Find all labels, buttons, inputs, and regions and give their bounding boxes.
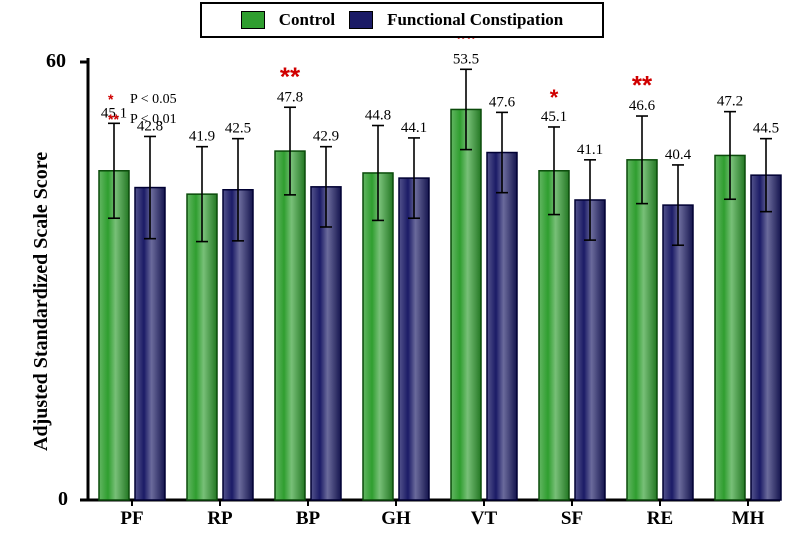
svg-text:47.2: 47.2 [717,94,743,110]
svg-text:**: ** [632,70,653,100]
svg-text:41.1: 41.1 [577,142,603,158]
svg-text:46.6: 46.6 [629,98,656,114]
significance-note-1: * P < 0.05 [108,90,177,110]
svg-text:BP: BP [296,508,321,529]
svg-text:SF: SF [561,508,583,529]
significance-text: P < 0.01 [130,110,177,130]
svg-text:PF: PF [120,508,143,529]
legend-swatch-control [241,11,265,29]
svg-text:47.6: 47.6 [489,94,516,110]
legend: Control Functional Constipation [200,2,604,38]
svg-text:RE: RE [647,508,673,529]
chart-svg: 45.142.8PF41.942.5RP47.8**42.9BP44.844.1… [0,0,800,539]
svg-text:VT: VT [471,508,498,529]
svg-text:44.1: 44.1 [401,120,427,136]
svg-text:MH: MH [732,508,765,529]
legend-label-control: Control [279,10,335,30]
legend-label-fc: Functional Constipation [387,10,563,30]
svg-text:**: ** [280,61,301,91]
svg-text:45.1: 45.1 [541,109,567,125]
significance-legend: * P < 0.05 ** P < 0.01 [108,90,177,129]
svg-text:42.5: 42.5 [225,121,251,137]
svg-text:GH: GH [381,508,411,529]
svg-text:42.9: 42.9 [313,129,339,145]
significance-note-2: ** P < 0.01 [108,110,177,130]
legend-swatch-fc [349,11,373,29]
star-icon: ** [108,110,130,130]
svg-text:*: * [550,85,559,110]
y-axis-label: Adjusted Standardized Scale Score [30,152,53,451]
chart-container: Control Functional Constipation 60 0 Adj… [0,0,800,539]
ytick-max: 60 [46,50,66,73]
svg-text:44.8: 44.8 [365,108,391,124]
svg-text:53.5: 53.5 [453,51,479,67]
svg-text:RP: RP [207,508,233,529]
ytick-min: 0 [58,488,68,511]
star-icon: * [108,90,130,110]
svg-text:44.5: 44.5 [753,121,779,137]
significance-text: P < 0.05 [130,90,177,110]
svg-text:47.8: 47.8 [277,89,303,105]
svg-text:40.4: 40.4 [665,147,692,163]
svg-text:41.9: 41.9 [189,129,215,145]
